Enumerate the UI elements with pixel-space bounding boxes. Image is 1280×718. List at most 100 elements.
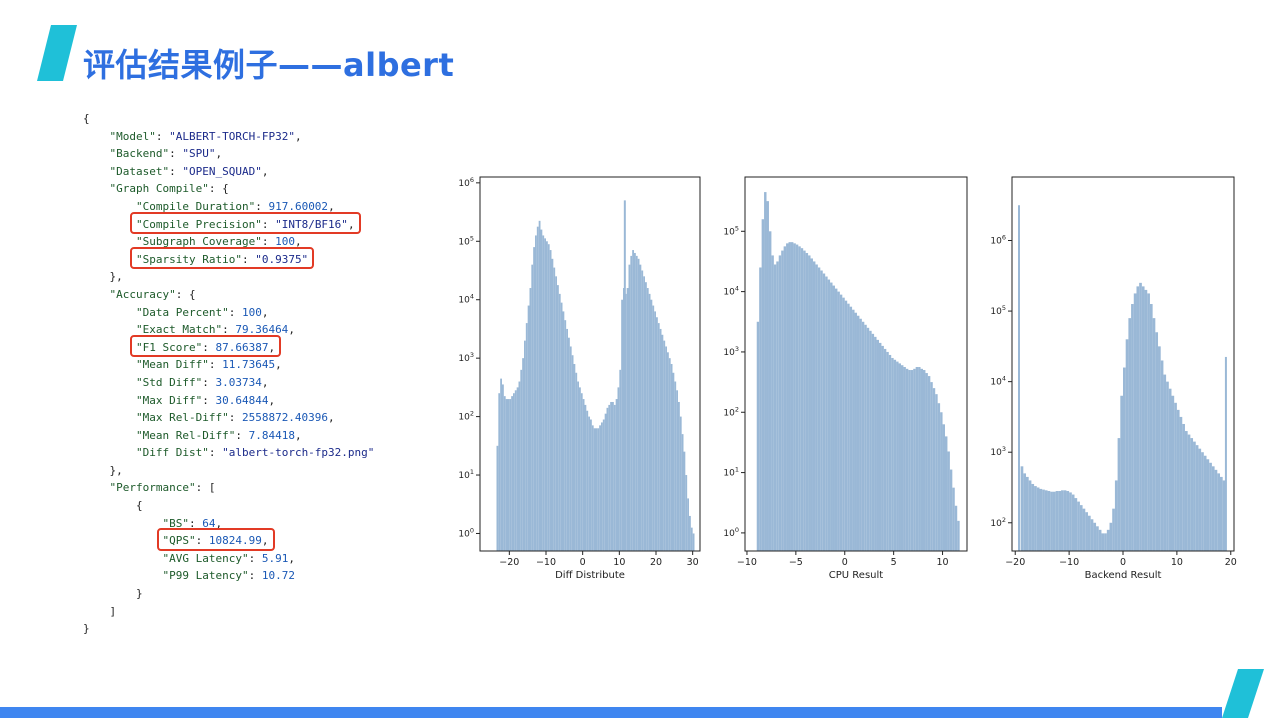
histogram-bar [601,422,603,551]
json-punctuation: , [328,199,335,213]
histogram-bar [1085,512,1088,551]
json-punctuation: , [288,551,295,565]
json-key: "Diff Dist" [135,446,209,460]
json-punctuation: : [248,569,262,583]
histogram-bar [690,527,693,552]
x-tick-label: −10 [536,557,556,568]
histogram-bar [588,416,590,551]
histogram-bar [1034,486,1037,551]
histogram-bar [1219,476,1223,551]
histogram-backend-result: −20 −10 0 10 20 102 103 104 105 106 Backend Result [985,170,1239,590]
histogram-bar [1077,501,1080,551]
histogram-bar [837,291,840,551]
json-punctuation: , [294,235,302,249]
histogram-bar [590,419,592,551]
json-key: "Sparsity Ratio" [135,252,242,266]
json-number-value: 11.73645 [222,358,276,372]
histogram-bar [1066,491,1070,551]
json-line: "AVG Latency": 5.91, [83,550,374,568]
json-number-value: 30.64844 [215,393,269,407]
json-punctuation [83,446,136,459]
json-punctuation [83,182,110,195]
y-tick-label: 105 [990,304,1006,317]
histogram-bar [628,264,631,551]
x-tick-label: −20 [499,557,519,568]
histogram-bar [854,312,857,551]
json-punctuation: : { [175,287,196,301]
histogram-bar [606,407,609,551]
json-punctuation [83,253,136,266]
histogram-bar [1036,487,1040,551]
histogram-bar [808,255,811,552]
histogram-spike [1018,205,1020,552]
y-tick-label: 105 [458,234,474,247]
histogram-bar [689,515,691,551]
json-punctuation: : [248,551,262,565]
histogram-bar [1206,459,1210,551]
json-number-value: 64 [202,516,216,530]
histogram-bar [569,346,572,551]
json-key: "Performance" [109,481,196,495]
json-punctuation: : [222,323,236,337]
histogram-bar [1144,289,1148,551]
y-tick-label: 102 [990,516,1006,529]
histogram-bar [1112,508,1115,551]
histogram-bar [1104,533,1107,551]
histogram-bar [891,357,894,551]
histogram-bar [1109,522,1113,551]
histogram-bar [602,419,605,551]
json-string-value: "albert-torch-fp32.png" [222,446,375,460]
histogram-bar [1031,483,1035,551]
histogram-bar [874,336,877,551]
json-punctuation [83,323,136,336]
y-tick-label: 102 [723,405,739,418]
histogram-bar [786,243,789,551]
json-key: "Mean Diff" [135,358,209,372]
json-punctuation: : [235,428,249,442]
y-tick-label: 103 [458,351,474,364]
json-line: "Sparsity Ratio": "0.9375" [83,251,374,269]
histogram-bar [945,436,948,551]
histogram-bar [595,428,598,551]
histogram-bar [898,363,901,551]
histogram-bar [1198,448,1202,551]
histogram-bar [900,365,904,551]
json-number-value: 7.84418 [248,428,295,442]
histogram-bar [766,201,769,551]
histogram-backend-result-svg: −20 −10 0 10 20 102 103 104 105 106 Backend Result [990,176,1237,581]
json-line: "Dataset": "OPEN_SQUAD", [83,163,374,181]
histogram-bar [1168,388,1172,551]
histogram-bar [632,250,634,552]
histogram-bar [1182,423,1185,551]
json-punctuation: } [83,622,90,636]
histogram-bar [1106,529,1110,551]
histogram-bar [1209,462,1212,551]
json-line: { [83,497,374,515]
histogram-bar [1039,488,1043,551]
histogram-bar [679,416,682,551]
histogram-bar [771,255,774,552]
histogram-bar [634,252,636,551]
bottom-accent-bar [0,707,1222,718]
histogram-bar [599,425,601,551]
json-punctuation: : [202,375,216,389]
y-tick-label: 106 [458,176,474,189]
json-key: "Accuracy" [109,287,176,301]
histogram-bar [549,250,552,552]
histogram-bar [830,282,833,551]
histogram-bar [1139,282,1142,551]
histogram-bar [1141,286,1145,551]
histogram-bar [1128,318,1132,551]
histogram-bar [1133,293,1137,551]
histogram-bar [756,321,760,551]
histogram-bar [586,410,589,551]
histogram-bar [1074,498,1078,551]
x-tick-label: 0 [1120,557,1126,568]
histogram-bar [498,393,501,551]
histogram-bar [676,390,678,551]
y-tick-label: 105 [723,224,739,237]
x-tick-label: 10 [613,557,625,568]
histogram-bar [871,333,875,551]
histogram-bar [803,250,806,551]
y-tick-label: 103 [723,345,739,358]
